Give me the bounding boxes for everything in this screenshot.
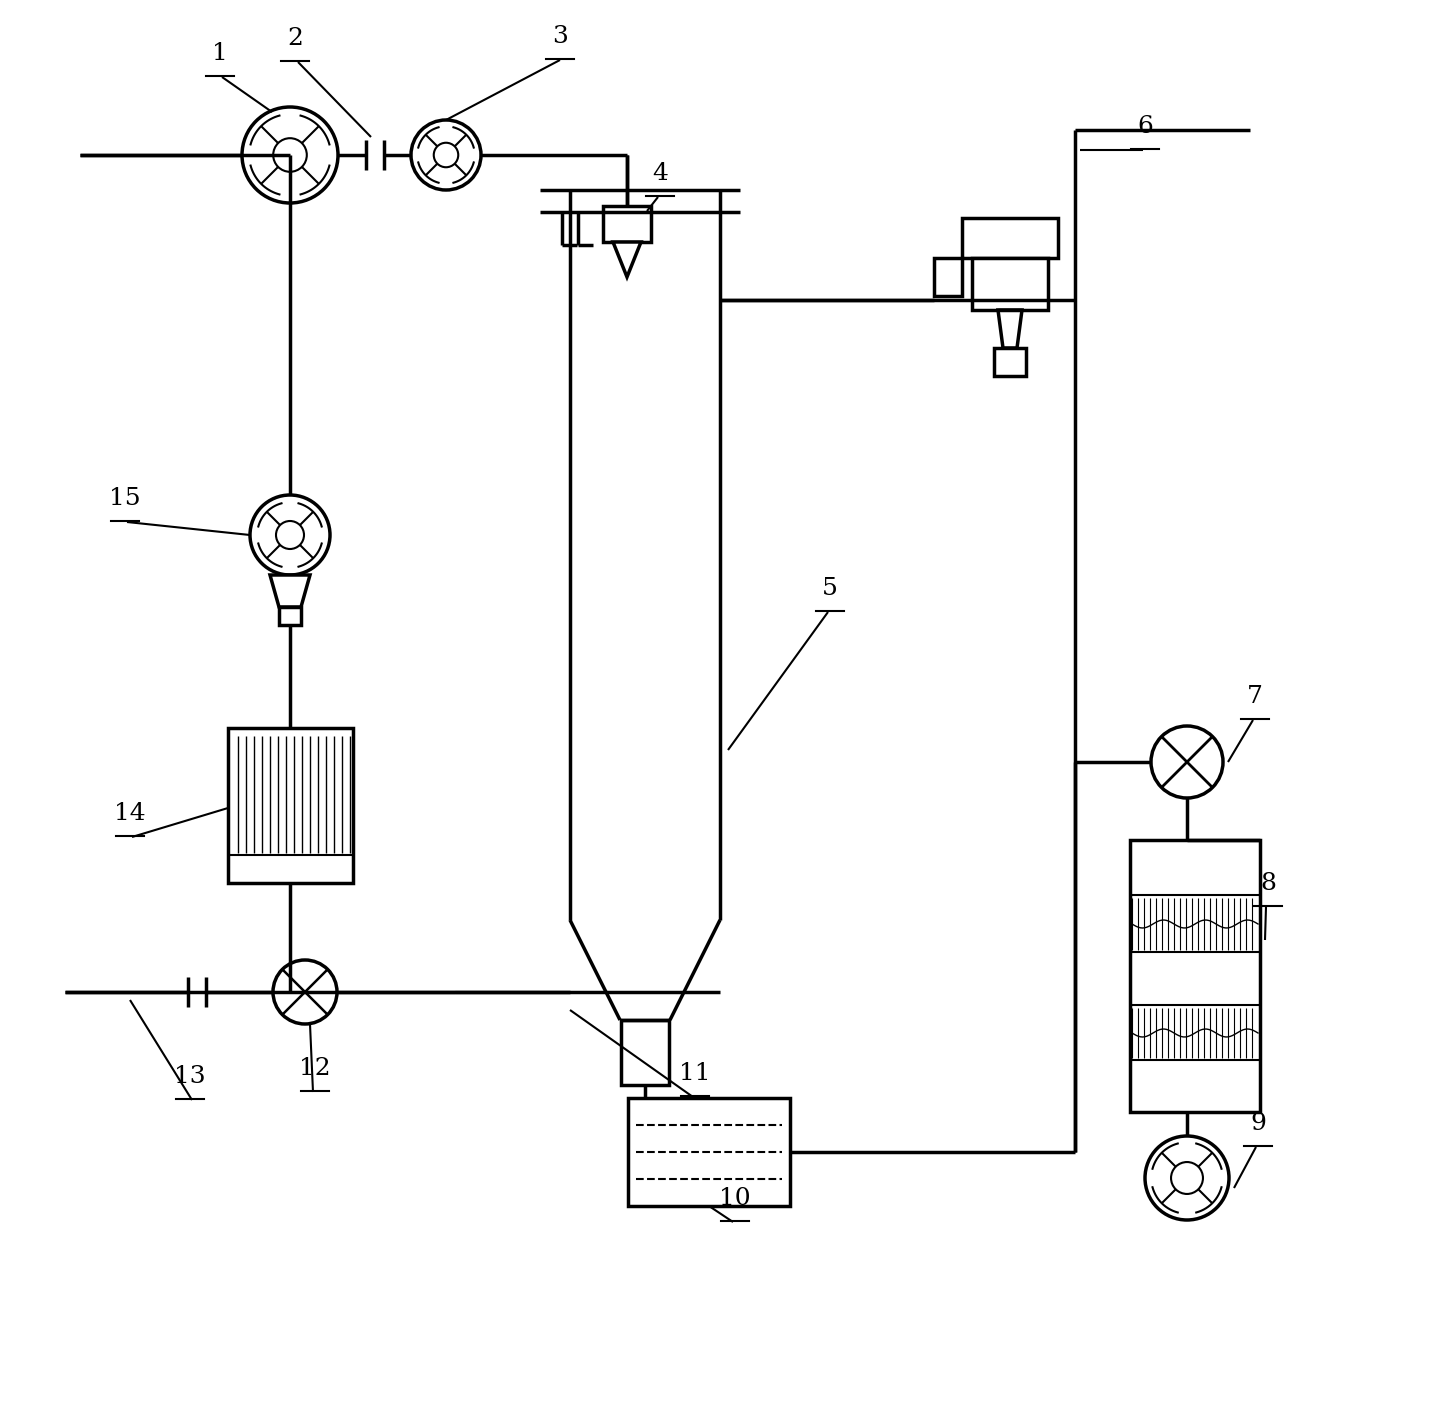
Text: 9: 9 [1250, 1112, 1266, 1135]
Circle shape [1151, 726, 1223, 798]
Bar [621, 1020, 670, 1085]
Circle shape [274, 138, 307, 172]
Text: 2: 2 [287, 27, 302, 50]
Circle shape [276, 521, 304, 550]
Circle shape [410, 121, 481, 190]
Text: 14: 14 [114, 802, 145, 825]
Circle shape [242, 106, 338, 203]
Text: 12: 12 [300, 1056, 331, 1081]
Bar [972, 258, 1048, 310]
Bar [1130, 841, 1260, 1112]
Circle shape [274, 960, 337, 1024]
Text: 3: 3 [552, 26, 567, 48]
Text: 10: 10 [719, 1187, 750, 1210]
Polygon shape [271, 575, 310, 606]
Text: 1: 1 [212, 43, 228, 65]
Bar [228, 728, 353, 883]
Bar [603, 206, 651, 241]
Bar [994, 348, 1025, 376]
Text: 4: 4 [652, 162, 668, 185]
Polygon shape [998, 310, 1022, 348]
Bar [935, 258, 962, 295]
Text: 6: 6 [1138, 115, 1153, 138]
Circle shape [251, 496, 330, 575]
Text: 15: 15 [109, 487, 141, 510]
Text: 5: 5 [822, 577, 838, 601]
Circle shape [433, 143, 458, 168]
Bar [962, 219, 1058, 258]
Text: 8: 8 [1260, 872, 1276, 895]
Circle shape [1145, 1136, 1228, 1220]
Polygon shape [613, 241, 641, 277]
Text: 7: 7 [1247, 684, 1263, 709]
Bar [628, 1098, 791, 1206]
Text: 11: 11 [680, 1062, 711, 1085]
Circle shape [1171, 1162, 1202, 1194]
Text: 13: 13 [174, 1065, 206, 1088]
Bar [279, 606, 301, 625]
